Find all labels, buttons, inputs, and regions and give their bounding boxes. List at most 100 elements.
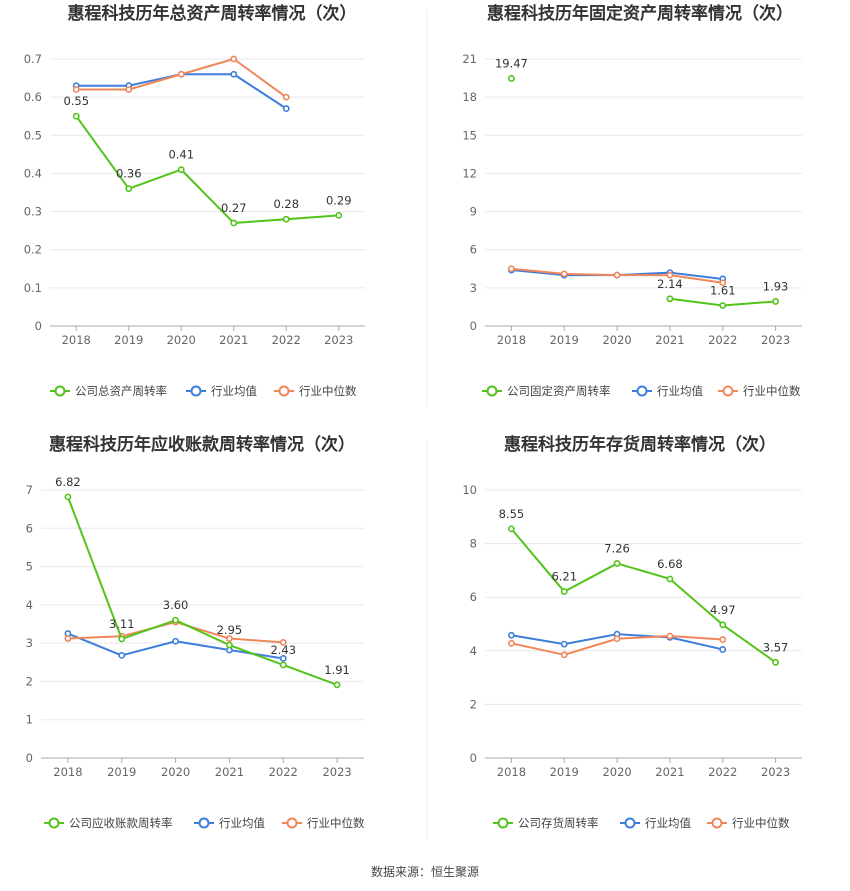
y-tick-label: 6 (470, 590, 477, 604)
x-tick-label: 2023 (761, 333, 790, 347)
data-point-company[interactable] (508, 525, 515, 533)
data-point-company[interactable] (226, 641, 233, 649)
legend-item-industry_avg[interactable]: 行业均值 (194, 816, 265, 830)
legend-label: 公司应收账款周转率 (69, 816, 173, 830)
panel-total-asset-turnover: 惠程科技历年总资产周转率情况（次） 0 0.1 0.2 0.3 0.4 0.5 0.6 0.7 2… (24, 3, 365, 398)
series-line-company (66, 496, 338, 686)
data-point-company[interactable] (125, 185, 133, 193)
data-point-industry_median[interactable] (64, 635, 72, 642)
legend-item-industry_avg[interactable]: 行业均值 (620, 816, 691, 830)
data-point-company[interactable] (230, 219, 238, 227)
legend-item-industry_median[interactable]: 行业中位数 (707, 816, 790, 830)
data-point-company[interactable] (172, 616, 179, 624)
y-tick-label: 3 (470, 281, 477, 295)
data-point-industry_avg[interactable] (172, 637, 179, 645)
data-point-industry_median[interactable] (666, 632, 674, 640)
data-point-industry_median[interactable] (279, 638, 287, 646)
data-point-company[interactable] (279, 661, 287, 669)
data-point-company[interactable] (282, 215, 290, 223)
y-tick-label: 0 (26, 751, 33, 765)
series-line-company (510, 528, 777, 664)
chart-title: 惠程科技历年固定资产周转率情况（次） (487, 3, 793, 24)
data-point-company[interactable] (719, 302, 727, 309)
data-label: 6.21 (551, 570, 577, 584)
data-point-company[interactable] (666, 575, 674, 583)
x-tick-label: 2023 (324, 333, 353, 347)
legend-item-company[interactable]: 公司固定资产周转率 (482, 384, 611, 398)
data-point-company[interactable] (333, 681, 341, 689)
data-point-industry_median[interactable] (719, 279, 727, 287)
data-label: 1.61 (710, 284, 736, 298)
data-point-industry_avg[interactable] (508, 631, 515, 639)
data-point-industry_avg[interactable] (719, 646, 727, 653)
data-point-company[interactable] (666, 295, 674, 303)
data-point-company[interactable] (772, 658, 779, 666)
x-tick-label: 2018 (53, 765, 82, 779)
data-point-industry_avg[interactable] (230, 70, 238, 78)
series-line-industry_avg (76, 73, 287, 110)
data-point-industry_median[interactable] (177, 70, 185, 78)
legend-item-company[interactable]: 公司存货周转率 (493, 816, 599, 830)
x-tick-label: 2021 (215, 765, 244, 779)
data-label: 1.93 (763, 279, 789, 293)
data-point-industry_median[interactable] (230, 55, 238, 63)
data-point-industry_median[interactable] (719, 636, 727, 643)
data-point-company[interactable] (508, 75, 515, 82)
data-point-industry_median[interactable] (72, 86, 80, 93)
legend-item-industry_avg[interactable]: 行业均值 (632, 384, 703, 398)
y-tick-label: 0 (470, 319, 477, 333)
data-point-industry_median[interactable] (613, 635, 621, 643)
data-label: 4.97 (710, 603, 736, 617)
legend-item-company[interactable]: 公司应收账款周转率 (44, 816, 173, 830)
data-point-company[interactable] (64, 493, 72, 501)
data-point-company[interactable] (177, 166, 185, 174)
data-point-company[interactable] (560, 588, 568, 595)
x-tick-label: 2020 (602, 765, 631, 779)
data-point-industry_avg[interactable] (279, 655, 287, 662)
x-tick-label: 2019 (107, 765, 136, 779)
data-point-industry_median[interactable] (226, 635, 233, 642)
legend-item-industry_median[interactable]: 行业中位数 (274, 384, 357, 398)
panel-fixed-asset-turnover: 惠程科技历年固定资产周转率情况（次） 0 3 6 9 12 15 18 21 2018 2019 20… (462, 3, 802, 398)
data-point-industry_avg[interactable] (560, 640, 568, 648)
legend-marker-icon (48, 817, 60, 829)
y-tick-label: 15 (462, 128, 477, 142)
legend-label: 行业均值 (657, 384, 703, 398)
data-point-company[interactable] (72, 112, 80, 120)
data-point-company[interactable] (613, 560, 621, 567)
data-point-industry_median[interactable] (125, 86, 133, 93)
data-point-industry_median[interactable] (508, 639, 515, 647)
data-label: 19.47 (495, 56, 528, 70)
data-point-company[interactable] (118, 635, 126, 643)
y-tick-label: 6 (470, 243, 477, 257)
x-tick-label: 2020 (602, 333, 631, 347)
legend-item-company[interactable]: 公司总资产周转率 (50, 384, 167, 398)
y-tick-label: 0 (35, 319, 42, 333)
legend-item-industry_median[interactable]: 行业中位数 (718, 384, 801, 398)
legend-label: 公司总资产周转率 (75, 384, 167, 398)
data-point-company[interactable] (335, 211, 343, 219)
data-point-industry_median[interactable] (508, 265, 515, 273)
series-line-industry_median (76, 58, 287, 98)
data-point-industry_median[interactable] (613, 271, 621, 279)
data-point-industry_median[interactable] (560, 270, 568, 278)
data-point-industry_median[interactable] (666, 271, 674, 279)
data-label: 7.26 (604, 541, 630, 555)
data-label: 8.55 (499, 507, 525, 521)
data-label: 3.57 (763, 640, 789, 654)
x-tick-label: 2019 (550, 333, 579, 347)
y-tick-label: 1 (26, 713, 33, 727)
data-point-company[interactable] (719, 621, 727, 629)
data-point-company[interactable] (772, 298, 779, 305)
y-tick-label: 3 (26, 636, 33, 650)
data-point-industry_median[interactable] (560, 651, 568, 659)
data-point-industry_avg[interactable] (282, 105, 290, 112)
legend-item-industry_avg[interactable]: 行业均值 (186, 384, 257, 398)
data-point-industry_median[interactable] (282, 93, 290, 101)
legend-marker-icon (286, 817, 298, 829)
data-point-industry_avg[interactable] (118, 651, 126, 659)
legend-item-industry_median[interactable]: 行业中位数 (282, 816, 365, 830)
legend-marker-icon (278, 385, 290, 397)
x-tick-label: 2022 (272, 333, 301, 347)
y-tick-label: 6 (26, 521, 33, 535)
